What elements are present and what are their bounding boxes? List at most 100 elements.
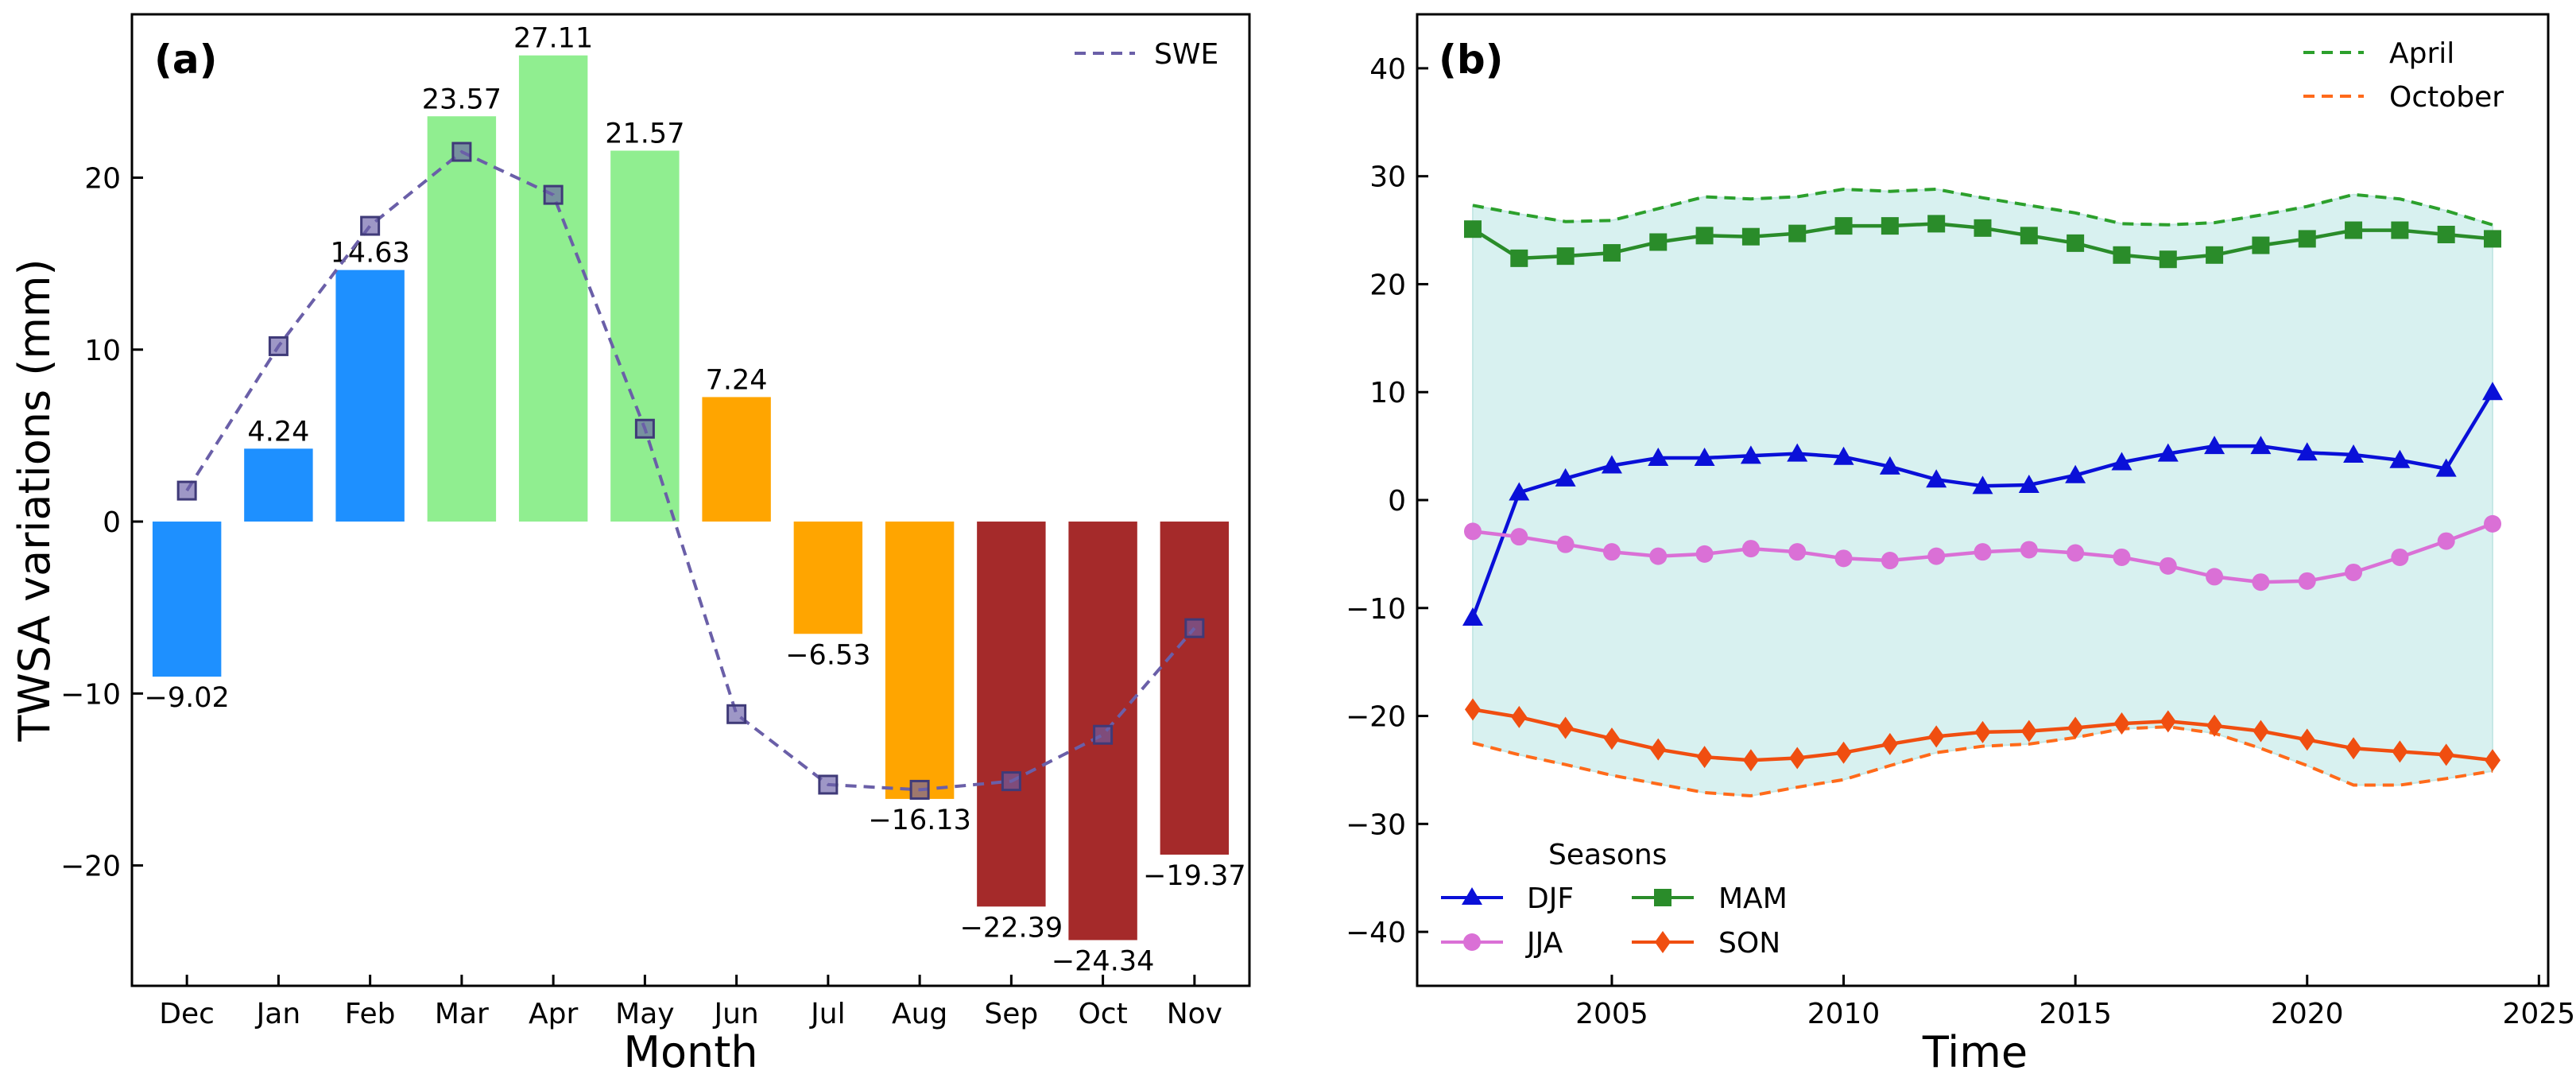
a-y-tick-label: 0 xyxy=(103,506,121,539)
b-marker-jja xyxy=(2345,563,2363,581)
b-y-tick-label: −10 xyxy=(1346,593,1406,626)
a-x-tick-label-oct: Oct xyxy=(1078,998,1127,1030)
b-y-tick-label: 0 xyxy=(1388,485,1406,518)
b-panel-label: (b) xyxy=(1439,37,1504,83)
b-marker-mam xyxy=(2020,227,2038,245)
b-y-tick-label: 10 xyxy=(1369,377,1406,409)
b-marker-son xyxy=(2020,719,2037,743)
a-bar-apr xyxy=(518,55,588,522)
b-marker-djf xyxy=(2435,458,2457,477)
b-marker-djf xyxy=(2343,444,2365,463)
b-marker-jja xyxy=(2159,557,2177,575)
b-marker-son xyxy=(2392,740,2408,763)
a-swe-marker xyxy=(360,215,381,236)
b-marker-mam xyxy=(1788,224,1807,242)
a-panel-label: (a) xyxy=(154,37,217,83)
b-legend-djf-label: DJF xyxy=(1527,882,1574,915)
a-bar-value-label: −19.37 xyxy=(1143,860,1246,892)
a-x-tick-label-feb: Feb xyxy=(345,998,396,1030)
b-x-ticks: 2005 2010 2015 2020 2025 xyxy=(1575,975,2575,1030)
b-x-axis-label: Time xyxy=(1922,1027,2028,1077)
a-bar-value-label: 27.11 xyxy=(513,23,593,55)
a-bar-sep xyxy=(977,522,1046,907)
b-marker-djf xyxy=(2111,452,2132,471)
b-marker-djf xyxy=(2482,382,2504,401)
b-marker-mam xyxy=(2345,221,2363,239)
a-x-tick-label-sep: Sep xyxy=(984,998,1038,1030)
b-marker-mam xyxy=(1927,215,1946,233)
b-marker-mam xyxy=(1463,220,1482,239)
a-bar-jan xyxy=(244,448,313,522)
b-marker-djf xyxy=(2065,464,2086,483)
a-x-tick-label-aug: Aug xyxy=(892,998,947,1030)
b-marker-djf xyxy=(2296,442,2318,461)
b-legend-mam-label: MAM xyxy=(1718,882,1788,915)
b-marker-mam xyxy=(1741,227,1760,246)
b-y-ticks: −40 −30 −20 −10 0 10 20 30 40 xyxy=(1346,53,1428,949)
b-marker-djf xyxy=(1601,455,1622,474)
a-bar-feb xyxy=(335,270,405,522)
b-marker-mam xyxy=(1974,219,1992,237)
b-y-tick-label: 30 xyxy=(1369,161,1406,194)
b-marker-mam xyxy=(1834,217,1853,235)
a-x-ticks: Dec Jan Feb Mar Apr May Jun Jul Aug Sep Oct Nov xyxy=(159,975,1222,1030)
b-marker-jja xyxy=(1556,535,1575,553)
a-plot-frame xyxy=(130,13,1251,987)
b-marker-son xyxy=(1511,705,1528,728)
b-marker-son xyxy=(1696,746,1713,769)
a-bar-value-label: −6.53 xyxy=(785,639,870,671)
b-legend-djf-marker xyxy=(1462,887,1482,905)
b-marker-son xyxy=(2160,710,2176,733)
b-marker-djf xyxy=(1694,448,1715,467)
b-marker-son xyxy=(2113,712,2130,735)
a-swe-marker xyxy=(1001,771,1021,792)
a-swe-marker xyxy=(726,704,747,724)
b-marker-mam xyxy=(1510,249,1528,267)
b-marker-son xyxy=(2253,719,2269,743)
a-bar-value-label: −16.13 xyxy=(868,805,971,836)
a-x-tick-label-jan: Jan xyxy=(255,998,301,1030)
b-legend-jja-label: JJA xyxy=(1525,927,1563,960)
b-marker-jja xyxy=(1834,549,1853,568)
b-marker-djf xyxy=(2250,436,2272,455)
b-marker-son xyxy=(1928,725,1945,748)
b-marker-jja xyxy=(2391,548,2409,566)
b-marker-jja xyxy=(2252,573,2270,591)
b-y-tick-label: −20 xyxy=(1346,701,1406,734)
b-marker-djf xyxy=(2204,436,2225,455)
b-marker-jja xyxy=(1881,552,1899,570)
a-x-tick-label-jun: Jun xyxy=(712,998,758,1030)
b-marker-djf xyxy=(1879,456,1900,475)
b-legend-top: April October xyxy=(2303,37,2504,114)
b-marker-mam xyxy=(2484,230,2502,248)
b-x-tick-label: 2025 xyxy=(2503,998,2576,1030)
b-marker-mam xyxy=(1649,233,1668,251)
b-marker-djf xyxy=(2018,474,2039,493)
a-y-tick-label: −20 xyxy=(60,851,121,883)
a-bar-value-label: −24.34 xyxy=(1052,945,1155,977)
b-marker-mam xyxy=(1602,244,1621,262)
b-marker-jja xyxy=(1927,547,1946,565)
b-marker-mam xyxy=(2067,234,2085,252)
a-swe-marker xyxy=(451,142,472,162)
b-legend-mam-marker xyxy=(1654,889,1671,906)
a-bar-aug xyxy=(885,522,955,799)
b-marker-djf xyxy=(1509,482,1530,501)
a-y-tick-label: −10 xyxy=(60,678,121,711)
b-line-april xyxy=(1472,187,2493,227)
b-x-tick-label: 2015 xyxy=(2039,998,2112,1030)
b-marker-djf xyxy=(1787,443,1808,462)
a-bar-value-label: 23.57 xyxy=(422,83,502,115)
a-bars xyxy=(152,55,1230,941)
b-marker-son xyxy=(1881,732,1898,755)
b-marker-mam xyxy=(2113,246,2131,264)
b-marker-son xyxy=(1974,720,1991,743)
b-marker-son xyxy=(2206,714,2223,737)
a-bar-value-label: 4.24 xyxy=(247,416,309,448)
a-bar-labels: −9.02 4.24 14.63 23.57 27.11 21.57 7.24 −6.53 −1… xyxy=(145,23,1246,978)
b-marker-jja xyxy=(2067,544,2085,562)
b-marker-mam xyxy=(2437,225,2455,243)
a-bar-may xyxy=(610,150,680,522)
